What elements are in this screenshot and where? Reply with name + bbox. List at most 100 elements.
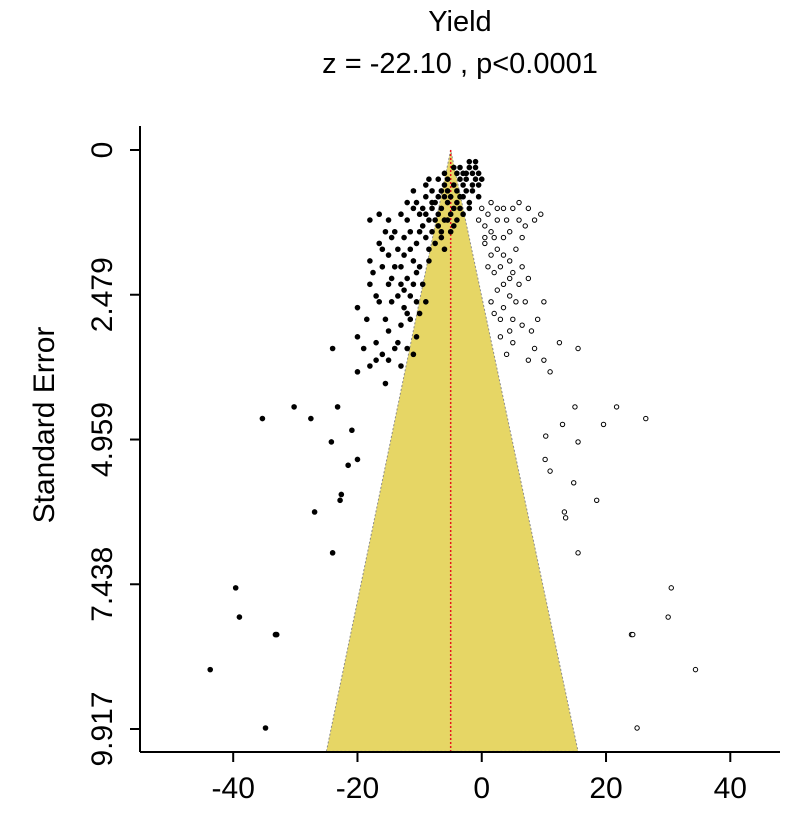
imputed-study-point bbox=[534, 316, 541, 323]
study-point bbox=[376, 211, 383, 218]
imputed-study-point bbox=[513, 246, 519, 252]
y-tick-label: 9.917 bbox=[86, 691, 119, 766]
imputed-study-point bbox=[494, 246, 500, 252]
imputed-study-point bbox=[522, 299, 528, 305]
study-point bbox=[444, 217, 451, 223]
x-tick-label: -20 bbox=[336, 772, 379, 805]
study-point bbox=[401, 234, 407, 241]
study-point bbox=[413, 240, 420, 247]
study-point bbox=[423, 234, 429, 241]
imputed-study-point bbox=[519, 264, 525, 270]
imputed-study-point bbox=[575, 345, 581, 352]
study-point bbox=[329, 345, 336, 352]
imputed-study-point bbox=[482, 223, 488, 229]
imputed-study-point bbox=[634, 725, 640, 731]
imputed-study-point bbox=[547, 369, 553, 375]
y-tick-label: 0 bbox=[86, 142, 119, 159]
study-point bbox=[410, 281, 417, 288]
study-point bbox=[385, 357, 392, 363]
study-point bbox=[398, 211, 404, 218]
imputed-study-point bbox=[522, 223, 528, 229]
study-point bbox=[376, 240, 383, 247]
x-tick-label: 20 bbox=[589, 772, 622, 805]
chart-title: Yield bbox=[428, 6, 492, 38]
imputed-study-point bbox=[497, 264, 504, 270]
imputed-study-point bbox=[491, 269, 497, 276]
study-point bbox=[469, 170, 476, 177]
study-point bbox=[407, 316, 414, 323]
study-point bbox=[329, 550, 336, 556]
imputed-study-point bbox=[491, 310, 497, 317]
study-point bbox=[419, 223, 426, 229]
study-point bbox=[447, 228, 454, 235]
study-point bbox=[447, 211, 454, 218]
study-point bbox=[429, 228, 435, 235]
study-point bbox=[385, 252, 392, 258]
x-tick-label: 40 bbox=[714, 772, 747, 805]
study-point bbox=[385, 328, 392, 334]
study-point bbox=[416, 228, 423, 235]
study-point bbox=[454, 199, 460, 206]
study-point bbox=[413, 269, 420, 276]
study-point bbox=[354, 369, 361, 375]
study-point bbox=[385, 281, 392, 288]
study-point bbox=[435, 211, 442, 218]
imputed-study-point bbox=[510, 316, 516, 323]
study-point bbox=[407, 228, 414, 235]
study-point bbox=[429, 199, 435, 206]
study-point bbox=[423, 298, 429, 305]
study-point bbox=[398, 281, 404, 288]
study-point bbox=[334, 404, 341, 410]
study-point bbox=[410, 258, 417, 264]
imputed-study-point bbox=[500, 234, 507, 241]
imputed-study-point bbox=[494, 217, 500, 223]
imputed-study-point bbox=[500, 205, 507, 212]
study-point bbox=[207, 666, 214, 673]
imputed-study-point bbox=[513, 299, 519, 305]
imputed-study-point bbox=[507, 293, 513, 299]
imputed-study-point bbox=[500, 304, 507, 311]
study-point bbox=[395, 246, 401, 253]
study-point bbox=[236, 614, 243, 620]
study-point bbox=[259, 415, 266, 422]
study-point bbox=[454, 170, 460, 177]
x-tick-label: 0 bbox=[473, 772, 490, 805]
study-point bbox=[388, 234, 395, 241]
study-point bbox=[466, 164, 473, 171]
study-point bbox=[438, 188, 445, 194]
study-point bbox=[475, 170, 482, 177]
y-axis-label: Standard Error bbox=[28, 327, 61, 524]
study-point bbox=[311, 509, 318, 515]
study-point bbox=[360, 345, 367, 352]
imputed-study-point bbox=[630, 631, 636, 638]
imputed-study-point bbox=[668, 585, 674, 591]
imputed-study-point bbox=[541, 357, 547, 363]
study-point bbox=[379, 263, 386, 270]
study-point bbox=[328, 439, 335, 445]
study-point bbox=[460, 193, 466, 200]
imputed-study-point bbox=[485, 264, 491, 270]
study-point bbox=[379, 246, 386, 253]
study-point bbox=[416, 263, 423, 270]
imputed-study-point bbox=[538, 211, 544, 217]
imputed-study-point bbox=[571, 480, 577, 486]
imputed-study-point bbox=[475, 217, 482, 223]
study-point bbox=[354, 304, 361, 311]
study-point bbox=[391, 345, 398, 352]
x-tick-label: -40 bbox=[212, 772, 255, 805]
imputed-study-point bbox=[525, 205, 532, 212]
imputed-study-point bbox=[497, 334, 504, 340]
study-point bbox=[401, 252, 407, 258]
imputed-study-point bbox=[692, 666, 699, 673]
study-point bbox=[354, 334, 361, 340]
study-point bbox=[337, 497, 343, 504]
study-point bbox=[450, 223, 457, 229]
imputed-study-point bbox=[500, 281, 507, 287]
study-point bbox=[432, 217, 438, 223]
imputed-study-point bbox=[507, 275, 513, 282]
study-point bbox=[438, 205, 445, 212]
imputed-study-point bbox=[561, 509, 568, 515]
study-point bbox=[472, 158, 479, 165]
study-point bbox=[308, 415, 314, 422]
